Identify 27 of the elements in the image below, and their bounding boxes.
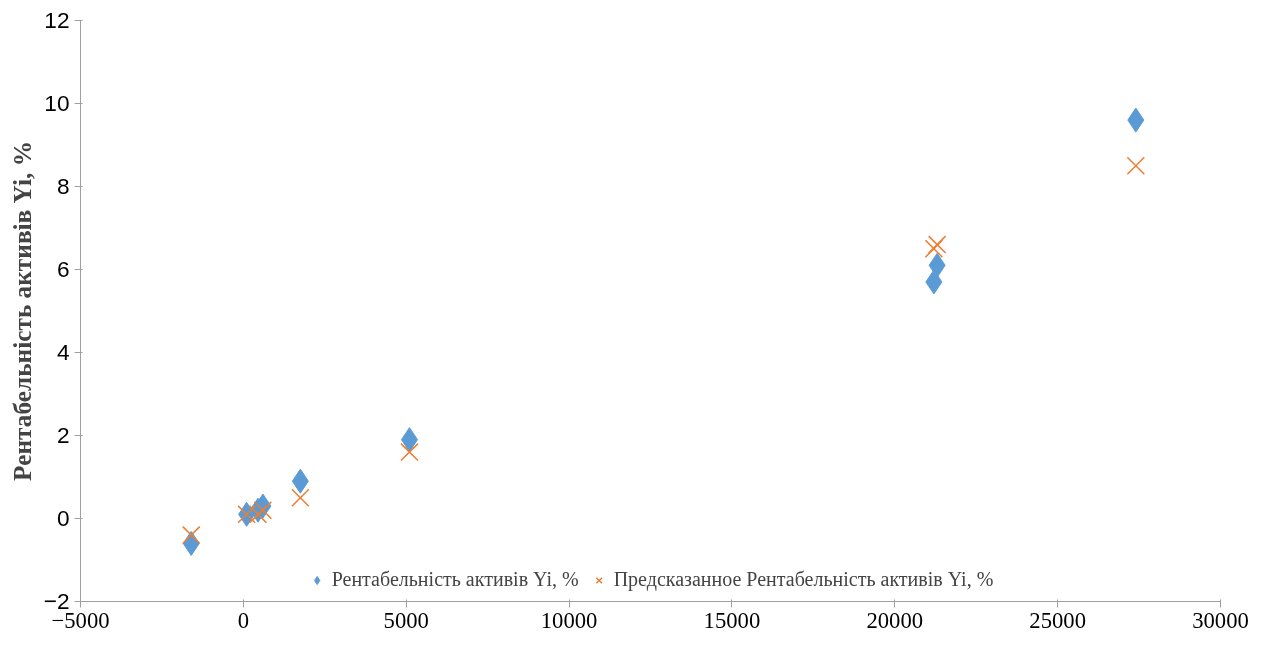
y-tick-label: −2 — [43, 588, 70, 614]
legend-label: Рентабельність активів Yi, % — [331, 568, 579, 591]
x-tick-label: 20000 — [866, 607, 924, 633]
point — [924, 239, 944, 258]
point — [1126, 156, 1146, 175]
point — [248, 505, 268, 524]
legend-label: Предсказанное Рентабельність активів Yi, % — [613, 568, 994, 591]
y-axis-title: Рентабельність активів Yi, % — [7, 140, 36, 481]
y-tick-label: 2 — [56, 422, 70, 448]
x-tick-label: 10000 — [540, 607, 598, 633]
x-tick-label: 15000 — [703, 607, 761, 633]
x-tick-label: 5000 — [383, 607, 429, 633]
x-tick-label: 25000 — [1029, 607, 1086, 633]
y-tick-label: 12 — [44, 7, 70, 33]
point — [253, 500, 273, 520]
y-tick-label: 6 — [56, 256, 70, 282]
y-tick-label: 0 — [56, 505, 70, 531]
point — [400, 442, 419, 462]
point — [237, 505, 256, 524]
point — [291, 488, 310, 507]
y-tick-label: 4 — [56, 339, 70, 365]
y-tick-label: 10 — [44, 90, 70, 116]
point — [927, 235, 947, 254]
x-tick-label: 0 — [237, 607, 250, 633]
x-tick-label: 30000 — [1192, 607, 1249, 633]
y-tick-label: 8 — [56, 173, 70, 199]
point — [182, 525, 201, 545]
